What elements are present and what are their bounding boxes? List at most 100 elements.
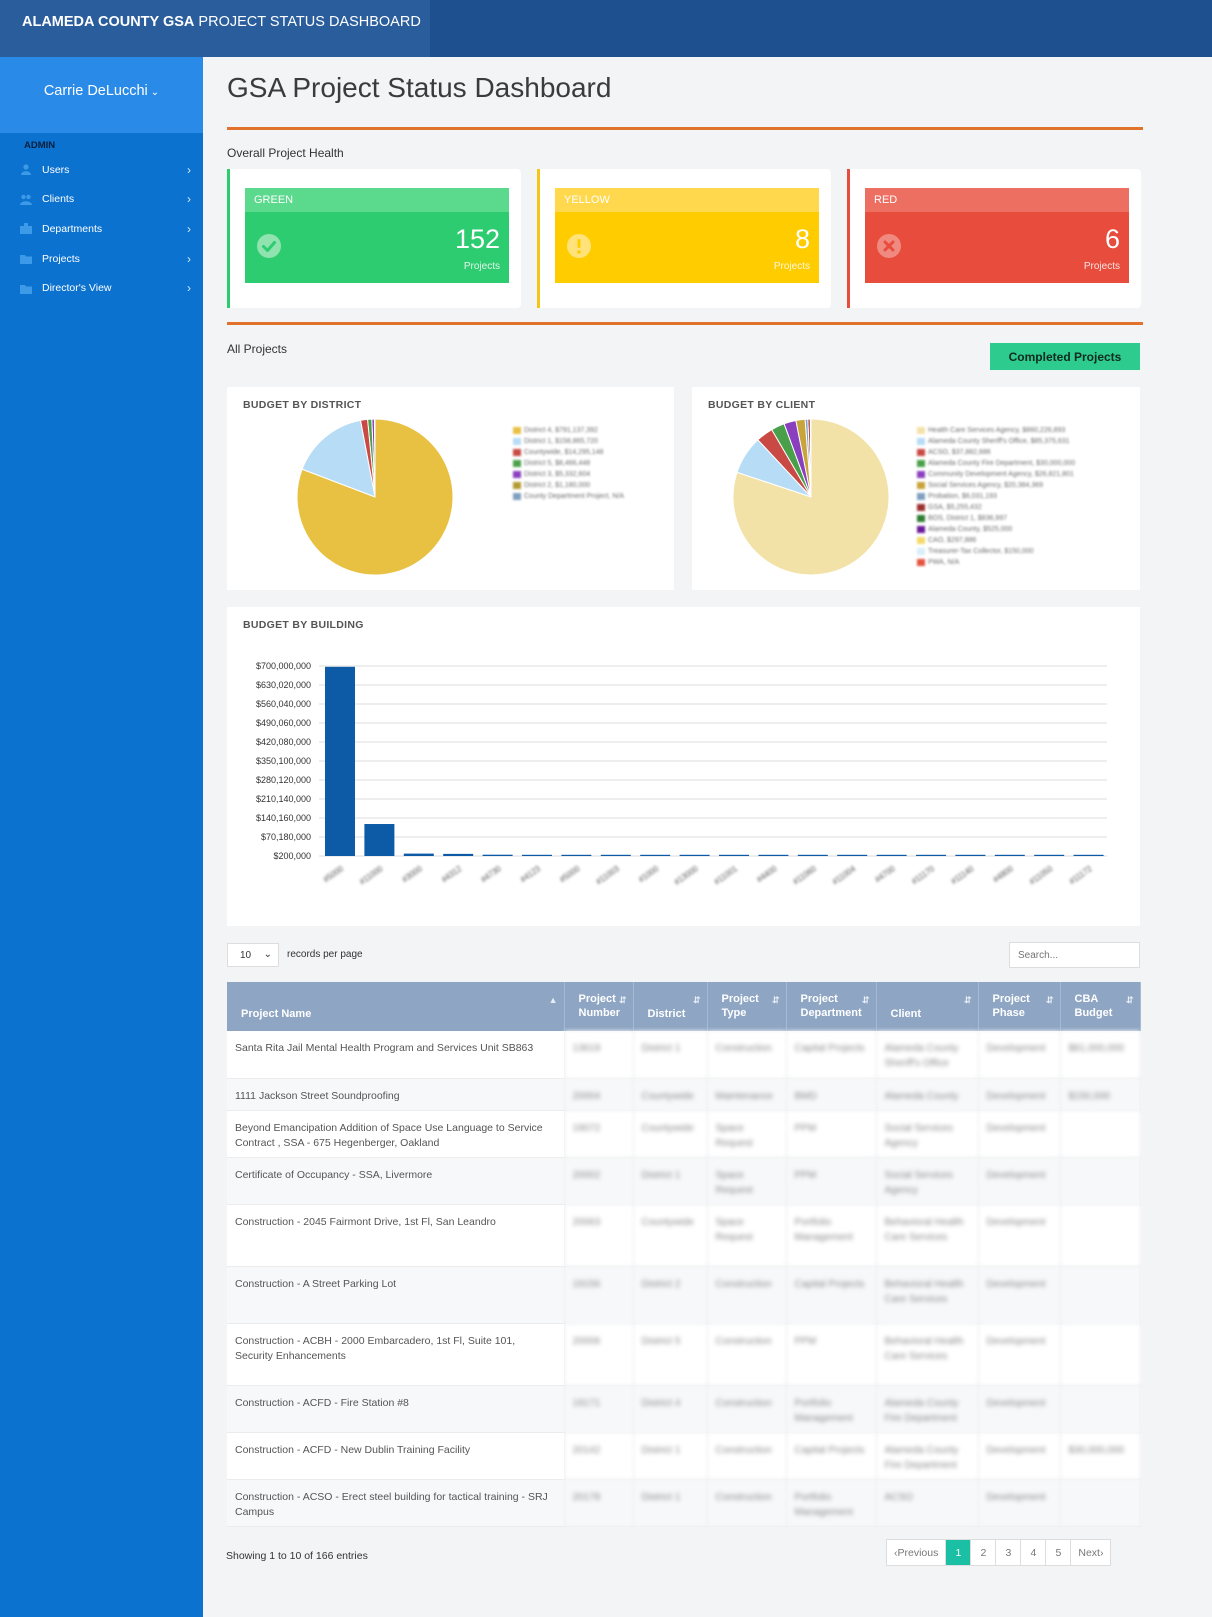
- legend-item[interactable]: BOS, District 1, $836,997: [917, 513, 1075, 524]
- table-row[interactable]: Construction - ACFD - Fire Station #8 191…: [227, 1385, 1141, 1433]
- bar[interactable]: [403, 853, 434, 856]
- table-cell: Social Services Agency: [876, 1157, 979, 1205]
- legend-swatch: [917, 437, 925, 445]
- bar[interactable]: [1073, 854, 1104, 856]
- legend-item[interactable]: Probation, $6,031,193: [917, 491, 1075, 502]
- table-row[interactable]: Construction - ACBH - 2000 Embarcadero, …: [227, 1323, 1141, 1386]
- bar[interactable]: [600, 854, 631, 856]
- legend-item[interactable]: Social Services Agency, $20,384,369: [917, 480, 1075, 491]
- table-cell: Capital Projects: [786, 1432, 877, 1480]
- table-cell: Development: [978, 1432, 1061, 1480]
- sidebar-item-label: Director's View: [42, 282, 112, 295]
- pagination-page[interactable]: 2: [971, 1540, 997, 1565]
- legend-item[interactable]: Community Development Agency, $26,821,80…: [917, 469, 1075, 480]
- health-card-red[interactable]: RED 6 Projects: [865, 188, 1129, 283]
- legend-item[interactable]: District 3, $5,332,604: [513, 469, 624, 480]
- legend-item[interactable]: District 4, $791,137,392: [513, 425, 624, 436]
- pagination-page[interactable]: 1: [946, 1540, 972, 1565]
- pagination-next[interactable]: Next ›: [1071, 1540, 1110, 1565]
- table-row[interactable]: Certificate of Occupancy - SSA, Livermor…: [227, 1157, 1141, 1205]
- sidebar-item-projects[interactable]: Projects ›: [0, 244, 203, 274]
- bar[interactable]: [482, 854, 513, 856]
- table-row[interactable]: Santa Rita Jail Mental Health Program an…: [227, 1031, 1141, 1079]
- legend-item[interactable]: District 2, $1,180,000: [513, 480, 624, 491]
- bar[interactable]: [876, 854, 907, 856]
- table-row[interactable]: Construction - ACSO - Erect steel buildi…: [227, 1479, 1141, 1527]
- bar[interactable]: [561, 854, 592, 856]
- pagination-page[interactable]: 5: [1046, 1540, 1072, 1565]
- table-cell: Behavioral Health Care Services: [876, 1266, 979, 1324]
- legend-item[interactable]: Alameda County Sheriff's Office, $85,375…: [917, 436, 1075, 447]
- bar[interactable]: [719, 854, 749, 856]
- table-row[interactable]: Construction - 2045 Fairmont Drive, 1st …: [227, 1204, 1141, 1267]
- bar[interactable]: [758, 854, 789, 856]
- bar[interactable]: [679, 854, 710, 856]
- pagination-previous[interactable]: ‹ Previous: [887, 1540, 947, 1565]
- column-header-project-type[interactable]: Project Type ⇵: [707, 982, 787, 1031]
- column-header-label: District: [647, 1008, 686, 1020]
- column-header-client[interactable]: Client ⇵: [876, 982, 979, 1031]
- legend-item[interactable]: GSA, $5,255,432: [917, 502, 1075, 513]
- column-header-project-number[interactable]: Project Number ⇵: [564, 982, 634, 1031]
- bar[interactable]: [797, 854, 828, 856]
- health-card-yellow[interactable]: YELLOW 8 Projects: [555, 188, 819, 283]
- pagination-page[interactable]: 3: [996, 1540, 1022, 1565]
- legend-item[interactable]: Alameda County Fire Department, $30,000,…: [917, 458, 1075, 469]
- y-tick-label: $210,140,000: [256, 794, 311, 804]
- health-card-green[interactable]: GREEN 152 Projects: [245, 188, 509, 283]
- sidebar-item-directors-view[interactable]: Director's View ›: [0, 273, 203, 303]
- legend-item[interactable]: Treasurer-Tax Collector, $150,000: [917, 546, 1075, 557]
- bar[interactable]: [522, 854, 552, 856]
- x-tick-label: #13000: [673, 864, 700, 887]
- app-brand[interactable]: ALAMEDA COUNTY GSA PROJECT STATUS DASHBO…: [0, 0, 430, 57]
- table-row[interactable]: Construction - A Street Parking Lot 19156…: [227, 1266, 1141, 1324]
- bar[interactable]: [325, 666, 355, 856]
- bar[interactable]: [364, 824, 395, 856]
- pagination-page[interactable]: 4: [1021, 1540, 1047, 1565]
- legend-label: District 5, $8,466,448: [524, 460, 591, 467]
- legend-item[interactable]: PWA, N/A: [917, 557, 1075, 568]
- bar[interactable]: [955, 854, 986, 856]
- y-tick-label: $200,000: [273, 851, 311, 861]
- table-row[interactable]: Beyond Emancipation Addition of Space Us…: [227, 1110, 1141, 1158]
- chevron-right-icon: ›: [187, 162, 191, 177]
- bar[interactable]: [994, 854, 1025, 856]
- table-row[interactable]: 1111 Jackson Street Soundproofing 20004 Co…: [227, 1078, 1141, 1111]
- column-header-project-department[interactable]: Project Department ⇵: [786, 982, 877, 1031]
- bar[interactable]: [837, 854, 868, 856]
- legend-item[interactable]: CAO, $297,886: [917, 535, 1075, 546]
- pie-slice[interactable]: [301, 419, 376, 498]
- legend-item[interactable]: Countywide, $14,295,148: [513, 447, 624, 458]
- legend-item[interactable]: County Department Project, N/A: [513, 491, 624, 502]
- legend-item[interactable]: District 1, $158,865,720: [513, 436, 624, 447]
- bar[interactable]: [916, 854, 946, 856]
- bar[interactable]: [640, 854, 671, 856]
- legend-item[interactable]: District 5, $8,466,448: [513, 458, 624, 469]
- search-input[interactable]: [1009, 942, 1140, 968]
- bar[interactable]: [1034, 854, 1065, 856]
- column-header-project-phase[interactable]: Project Phase ⇵: [978, 982, 1061, 1031]
- x-circle-icon: [877, 234, 901, 258]
- legend-item[interactable]: ACSO, $37,882,686: [917, 447, 1075, 458]
- health-panel-green: GREEN 152 Projects: [227, 169, 521, 308]
- table-row[interactable]: Construction - ACFD - New Dublin Trainin…: [227, 1432, 1141, 1480]
- y-tick-label: $70,180,000: [261, 832, 311, 842]
- pie-slice[interactable]: [732, 418, 890, 576]
- user-menu[interactable]: Carrie DeLucchi ⌄: [0, 57, 203, 133]
- pie-slice[interactable]: [297, 418, 454, 576]
- legend-label: CAO, $297,886: [928, 537, 977, 544]
- records-per-page-select[interactable]: 10 ⌄: [227, 943, 279, 967]
- column-header-project-name[interactable]: Project Name ▲: [227, 982, 565, 1031]
- table-cell: 20178: [564, 1479, 634, 1527]
- legend-label: Alameda County Sheriff's Office, $85,375…: [928, 438, 1070, 445]
- column-header-cba-budget[interactable]: CBA Budget ⇵: [1060, 982, 1141, 1031]
- legend-item[interactable]: Health Care Services Agency, $860,226,89…: [917, 425, 1075, 436]
- column-header-district[interactable]: District ⇵: [633, 982, 708, 1031]
- sidebar-item-users[interactable]: Users ›: [0, 155, 203, 185]
- x-tick-label: #11060: [791, 864, 818, 887]
- bar[interactable]: [443, 853, 474, 856]
- completed-projects-button[interactable]: Completed Projects: [990, 343, 1140, 370]
- sidebar-item-clients[interactable]: Clients ›: [0, 185, 203, 215]
- sidebar-item-departments[interactable]: Departments ›: [0, 214, 203, 244]
- legend-item[interactable]: Alameda County, $525,000: [917, 524, 1075, 535]
